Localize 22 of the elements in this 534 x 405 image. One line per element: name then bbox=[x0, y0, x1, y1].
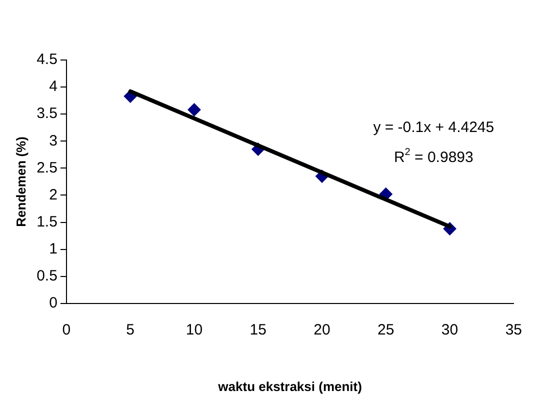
x-tick-label: 35 bbox=[505, 322, 522, 339]
y-tick-label: 0.5 bbox=[36, 267, 58, 284]
y-tick-label: 3 bbox=[49, 132, 58, 150]
y-tick-label: 2 bbox=[49, 186, 58, 204]
x-tick-label: 30 bbox=[441, 322, 458, 339]
y-tick-label: 3.5 bbox=[36, 105, 58, 122]
annotation: y = -0.1x + 4.4245 bbox=[373, 119, 494, 136]
y-tick-label: 1 bbox=[49, 240, 58, 258]
x-axis-title: waktu ekstraksi (menit) bbox=[217, 378, 362, 394]
y-tick-label: 2.5 bbox=[36, 159, 58, 176]
point bbox=[188, 103, 201, 116]
x-tick-label: 0 bbox=[62, 322, 71, 339]
x-tick-label: 20 bbox=[314, 322, 330, 339]
x-tick-label: 10 bbox=[186, 322, 203, 339]
y-tick-label: 0 bbox=[49, 294, 58, 312]
x-tick-label: 15 bbox=[250, 322, 266, 339]
y-tick-label: 4 bbox=[49, 78, 58, 96]
y-tick-label: 4.5 bbox=[36, 51, 58, 68]
x-tick-label: 25 bbox=[378, 322, 394, 339]
x-tick-label: 5 bbox=[126, 322, 135, 339]
y-tick-label: 1.5 bbox=[36, 213, 58, 230]
y-axis-title: Rendemen (%) bbox=[13, 136, 28, 227]
